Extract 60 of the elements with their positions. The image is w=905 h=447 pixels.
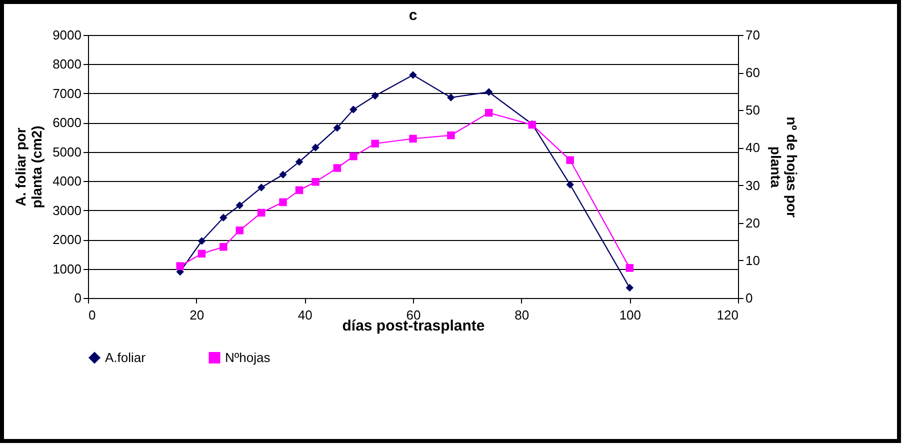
- y-tick-label: 7000: [52, 86, 82, 101]
- y-tick-label: 2000: [52, 232, 82, 248]
- point: [409, 71, 417, 79]
- point: [236, 201, 244, 210]
- y2-axis-title: nº de hojas por planta: [768, 116, 800, 218]
- y-tick-label: 3000: [52, 202, 82, 218]
- point: [220, 214, 228, 222]
- y2-tick-label: 10: [746, 252, 760, 268]
- y-tick-label: 1000: [52, 261, 82, 276]
- point: [350, 152, 358, 160]
- point: [626, 284, 634, 292]
- x-tick-label: 20: [190, 308, 204, 322]
- point: [312, 178, 320, 186]
- y2-tick-label: 60: [746, 65, 760, 80]
- x-tick-label: 40: [298, 308, 312, 322]
- point: [236, 226, 244, 234]
- point: [350, 106, 358, 114]
- point: [333, 164, 342, 172]
- y-tick-label: 6000: [52, 115, 82, 130]
- point: [447, 94, 455, 102]
- y2-tick-label: 20: [746, 215, 760, 230]
- legend-label: Nºhojas: [225, 350, 271, 365]
- point: [198, 250, 206, 258]
- y-tick-label: 4000: [52, 174, 82, 189]
- y2-tick-label: 0: [746, 290, 753, 306]
- point: [279, 170, 287, 179]
- chart-title: c: [408, 7, 418, 24]
- x-tick-label: 0: [88, 308, 96, 322]
- x-tick-label: 100: [619, 308, 642, 322]
- point: [312, 144, 320, 152]
- point: [484, 108, 493, 117]
- y-axis-title: A. foliar por planta (cm2): [12, 126, 45, 208]
- point: [333, 124, 342, 132]
- point: [371, 140, 379, 148]
- legend-label: A.foliar: [105, 350, 146, 365]
- point: [371, 92, 379, 100]
- y2-tick-label: 30: [746, 178, 760, 193]
- point: [566, 156, 574, 164]
- point: [447, 131, 455, 140]
- x-tick-label: 80: [514, 308, 530, 322]
- y2-tick-label: 70: [746, 28, 760, 42]
- y-tick-label: 8000: [52, 56, 82, 72]
- y2-tick-label: 50: [746, 102, 760, 118]
- point: [198, 237, 206, 245]
- point: [176, 262, 184, 270]
- point: [566, 180, 574, 188]
- point: [484, 88, 493, 96]
- y2-tick-label: 40: [746, 140, 760, 156]
- point: [626, 264, 634, 272]
- point: [257, 184, 266, 192]
- y-tick-label: 5000: [52, 144, 82, 160]
- point: [409, 134, 417, 143]
- point: [257, 208, 266, 217]
- y-tick-label: 9000: [52, 28, 82, 42]
- x-tick-label: 120: [716, 308, 738, 322]
- point: [279, 198, 287, 206]
- point: [220, 243, 228, 251]
- point: [295, 186, 304, 194]
- y-tick-label: 0: [74, 290, 82, 306]
- point: [295, 158, 304, 166]
